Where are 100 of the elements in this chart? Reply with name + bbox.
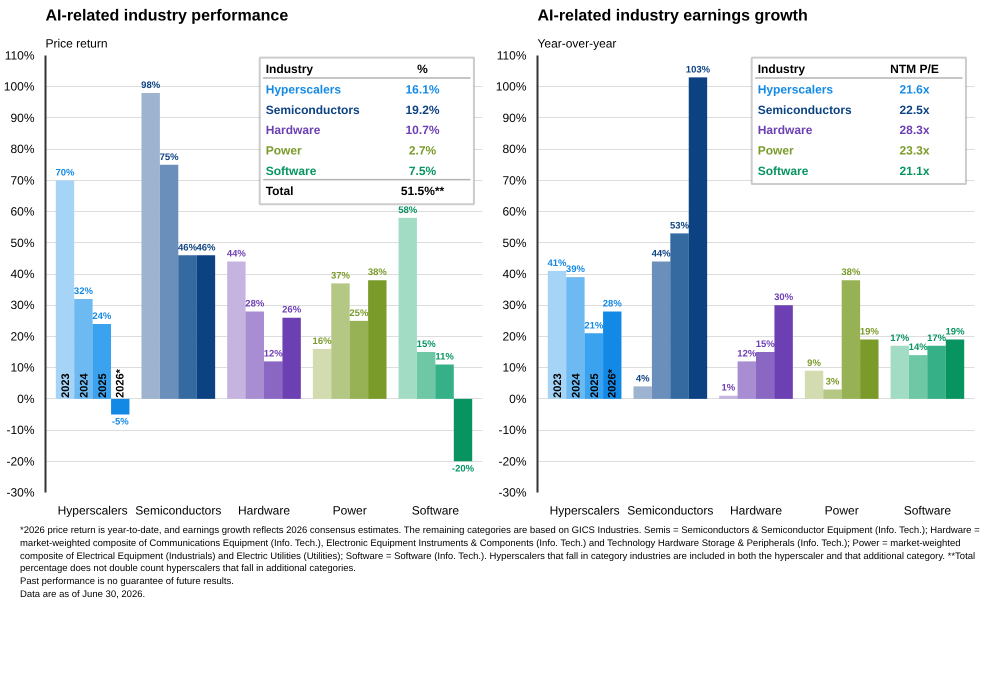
y-tick-label: -10% [6, 423, 35, 438]
data-label: 21% [584, 320, 604, 332]
bar [141, 92, 160, 399]
text: Data are as of June 30, 2026. [20, 589, 146, 602]
y-tick-label: 20% [10, 329, 35, 344]
bar [566, 277, 585, 399]
bar [196, 255, 216, 399]
annotation: Power [266, 143, 302, 158]
annotation: Software [266, 164, 317, 178]
y-tick-label: 60% [10, 204, 35, 219]
bar [603, 311, 622, 399]
annotation: 22.5x [900, 102, 930, 117]
y-tick-label: 40% [10, 267, 35, 281]
data-label: 75% [160, 152, 180, 163]
bar [842, 280, 860, 399]
data-label: 16% [312, 336, 332, 347]
y-tick-label: -30% [6, 486, 35, 500]
data-label: 26% [282, 304, 302, 316]
data-label: 14% [908, 342, 928, 354]
series-label: 2026* [606, 368, 618, 398]
data-label: 37% [330, 270, 351, 282]
y-tick-label: -20% [6, 454, 35, 468]
bar [331, 283, 350, 399]
bar [548, 270, 566, 399]
bar [738, 361, 756, 399]
annotation: Semiconductors [266, 102, 360, 117]
annotation: Semiconductors [758, 102, 852, 117]
y-tick-label: 100% [4, 80, 35, 94]
y-tick-label: 60% [502, 204, 527, 219]
data-label: 15% [416, 339, 436, 350]
bar [368, 280, 387, 399]
data-label: 30% [774, 292, 794, 304]
y-tick-label: -30% [498, 486, 527, 500]
annotation: 19.2% [406, 102, 440, 117]
bar [670, 233, 689, 399]
bar [774, 305, 793, 399]
data-label: 46% [196, 242, 216, 254]
data-label: 11% [435, 352, 454, 363]
annotation: Industry [266, 62, 314, 76]
annotation: Power [758, 143, 794, 158]
annotation: Hyperscalers [266, 82, 342, 96]
data-label: 28% [602, 298, 622, 310]
bar [719, 396, 738, 399]
data-label: 12% [264, 348, 284, 360]
y-tick-label: 0% [509, 392, 527, 406]
data-label: 24% [92, 310, 112, 322]
annotation: Hardware [758, 123, 813, 138]
x-tick-label: Semiconductors [627, 504, 714, 518]
series-label: 2025 [588, 373, 601, 398]
y-tick-label: 70% [10, 173, 35, 188]
y-tick-label: 20% [502, 329, 527, 344]
bar [908, 355, 928, 399]
data-label: 9% [807, 358, 822, 369]
x-tick-label: Hyperscalers [550, 504, 620, 518]
annotation: Total [266, 184, 294, 198]
bar [860, 340, 879, 399]
annotation: NTM P/E [890, 62, 939, 76]
data-label: 12% [737, 348, 757, 360]
text: Past performance is no guarantee of future results. [20, 576, 235, 590]
y-tick-label: 0% [17, 392, 35, 406]
bar [92, 324, 112, 399]
annotation: 51.5%** [400, 184, 445, 198]
series-label: 2025 [96, 373, 109, 398]
data-label: 28% [245, 298, 265, 310]
text: *2026 price return is year-to-date, and earnings growth reflects 2026 consensus estimates. The remaining categories are based on GICS Industries. Semis = Semiconductors & Semiconductor Equipment (Info. Tech.); Hardware = market-weighted composite of Communications Equipment (Info. Tech.), Electronic Equipment Instruments & Components (Info. Tech.) and Technology Hardware Storage & Peripherals (Info. Tech.); Power = market-weighted composite of Electrical Equipment (Industrials) and Electric Utilities (Utilities); Software = Software (Info. Tech.). Hyperscalers that fall in category industries are included in both the hyperscaler and that additional category. **Total percentage does not double count hyperscalers that fall in additional categories. [20, 525, 980, 576]
bar [160, 164, 178, 399]
bar [74, 298, 93, 399]
data-label: 1% [722, 382, 736, 394]
annotation: Industry [758, 62, 806, 76]
x-tick-label: Power [824, 504, 859, 518]
bar [312, 348, 332, 399]
y-tick-label: 100% [496, 80, 527, 94]
bar [398, 218, 417, 399]
data-label: 98% [141, 80, 161, 91]
bar [927, 346, 946, 399]
x-tick-label: Hyperscalers [58, 504, 128, 518]
y-tick-label: -20% [498, 454, 527, 468]
chart-title: AI-related industry performance [46, 8, 288, 24]
annotation: 21.1x [900, 164, 930, 178]
annotation: 10.7% [406, 123, 440, 138]
series-label: 2023 [552, 373, 564, 398]
annotation: 7.5% [408, 164, 437, 178]
data-label: 4% [636, 373, 650, 384]
x-tick-label: Hardware [730, 504, 782, 518]
bar [350, 320, 368, 399]
annotation: 21.6x [900, 82, 930, 96]
bar [111, 398, 130, 414]
y-tick-label: 10% [502, 360, 527, 375]
data-label: 38% [841, 267, 861, 278]
x-tick-label: Software [904, 504, 952, 518]
bar [804, 370, 824, 399]
data-label: 39% [566, 264, 586, 276]
bar [946, 340, 964, 399]
y-tick-label: 30% [502, 298, 527, 312]
bar [633, 386, 652, 399]
data-label: 58% [398, 204, 418, 216]
y-tick-label: 80% [10, 142, 35, 156]
annotation: 16.1% [406, 82, 440, 96]
y-tick-label: 90% [10, 110, 35, 125]
data-label: -20% [452, 463, 475, 474]
